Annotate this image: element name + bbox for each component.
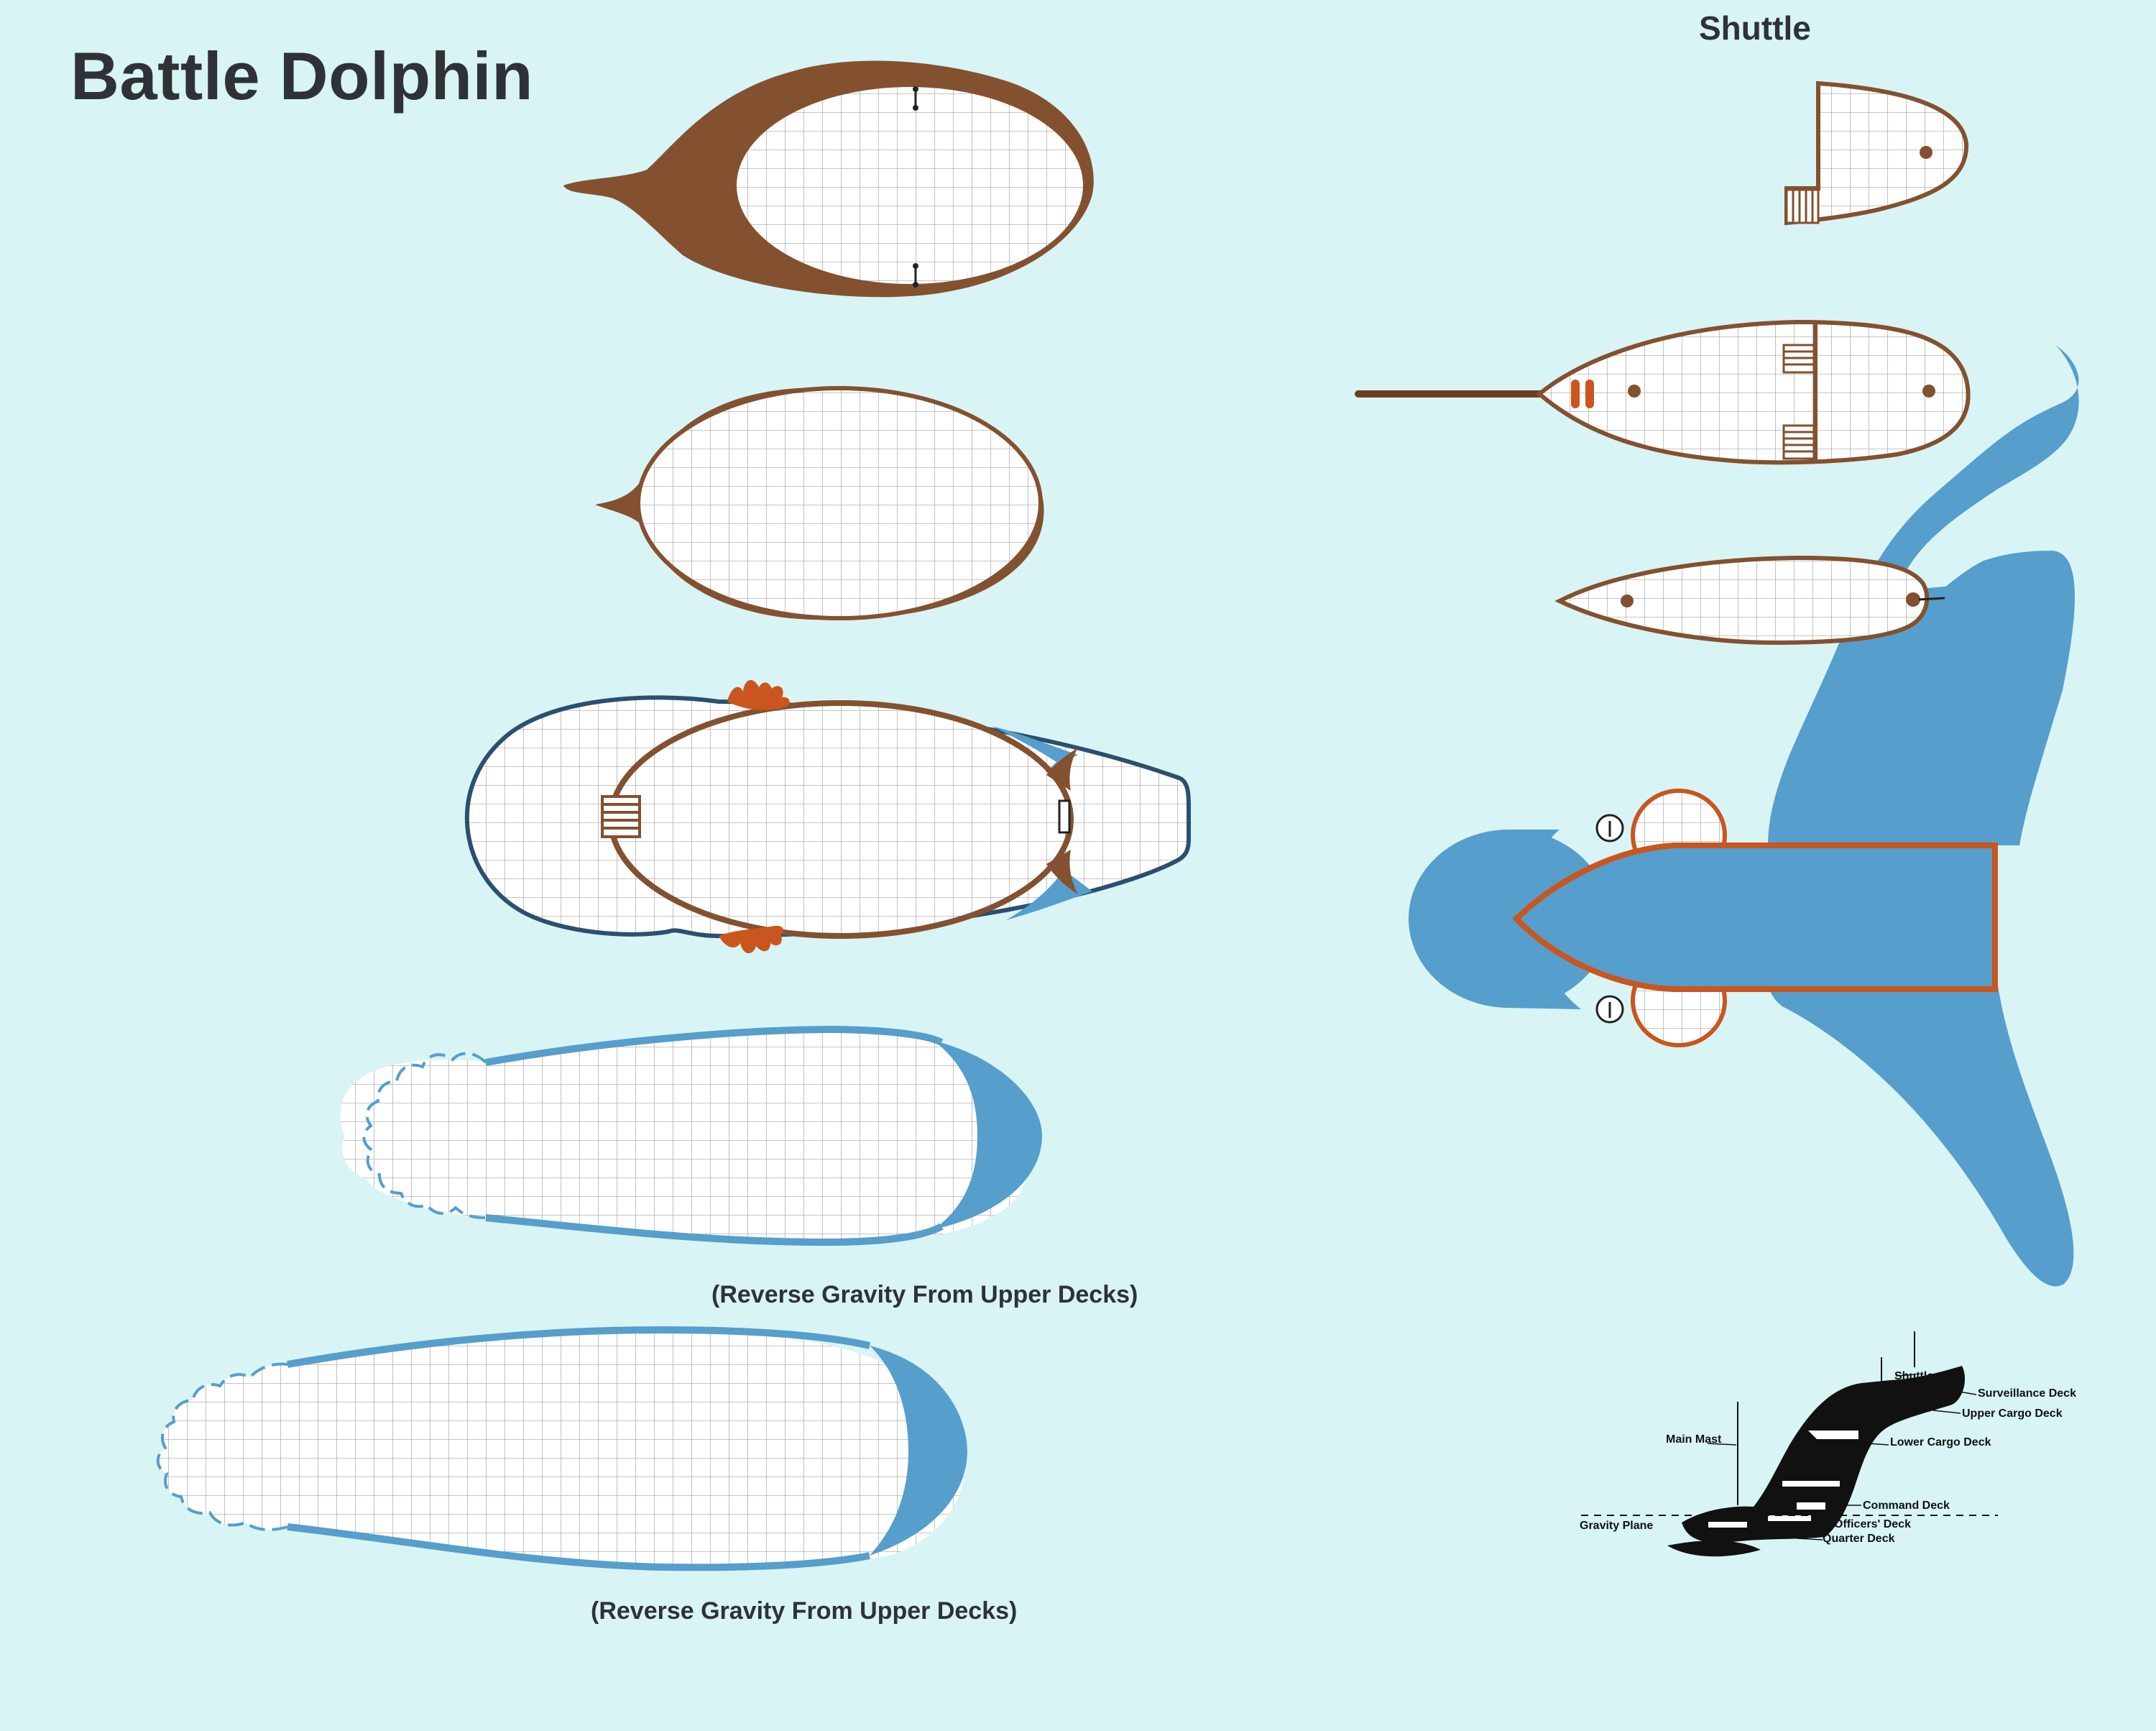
- deck-2-floor: [636, 386, 1043, 620]
- label-lower-cargo-deck: Lower Cargo Deck: [1890, 1436, 1991, 1448]
- shuttle-lower-hull: [1554, 555, 1930, 646]
- label-surveillance-deck: Surveillance Deck: [1978, 1387, 2076, 1400]
- label-quarter-deck: Quarter Deck: [1823, 1533, 1895, 1545]
- deck-1-floor: [732, 83, 1087, 288]
- shuttle-middle-orange-post: [1571, 380, 1594, 408]
- deck-5-upper-rim: [287, 1326, 871, 1368]
- deck-plan-3: [464, 679, 1191, 954]
- fin-ladder-lower: [1595, 995, 1624, 1024]
- deck-5-floor: [157, 1330, 965, 1568]
- side-view-hull: [1682, 1366, 1966, 1543]
- label-gravity-plane: Gravity Plane: [1580, 1520, 1654, 1532]
- deck-3-hatch: [1058, 799, 1071, 834]
- shuttle-middle-mast-aft: [1922, 385, 1935, 398]
- shuttle-middle-hull: [1536, 319, 1971, 465]
- deck-5-blue-nose: [870, 1346, 967, 1556]
- dolphin-tail-fin: [1409, 345, 2079, 1287]
- reverse-gravity-caption-1: (Reverse Gravity From Upper Decks): [711, 1281, 1138, 1308]
- dolphin-snout: [1409, 830, 1610, 1008]
- deck-5-scallops: [156, 1362, 288, 1531]
- shuttle-lower-mast-fore: [1621, 594, 1634, 607]
- shuttle-middle-stair-top: [1782, 344, 1815, 374]
- deck-plan-4: [340, 1025, 1042, 1246]
- shuttle-middle-mast-fore: [1628, 385, 1641, 398]
- shuttle-middle-stair-bottom: [1782, 424, 1815, 460]
- deck-plan-1: [563, 60, 1094, 298]
- deck-3-inner-ellipse: [608, 700, 1074, 939]
- tail-fin-lower: [1768, 985, 2074, 1287]
- label-command-deck: Command Deck: [1863, 1500, 1950, 1512]
- deck-4-upper-rim: [485, 1025, 944, 1066]
- label-main-mast: Main Mast: [1666, 1433, 1722, 1446]
- shuttle-upper-stair: [1785, 188, 1820, 224]
- shuttle-plan-lower: [1554, 555, 1945, 646]
- deck-4-scallops: [362, 1052, 487, 1219]
- deck-3-orange-fin-top: [727, 679, 790, 710]
- shuttle-heading: Shuttle: [1699, 9, 1811, 47]
- deck-3-orange-fin-bottom: [719, 925, 784, 954]
- shuttle-upper-hull: [1784, 81, 1969, 226]
- deck-5-lower-rim: [287, 1523, 870, 1571]
- label-upper-cargo-deck: Upper Cargo Deck: [1962, 1408, 2063, 1420]
- deck-4-blue-nose: [934, 1041, 1042, 1229]
- fin-ladder-upper: [1595, 814, 1624, 842]
- deck-4-lower-rim: [485, 1214, 944, 1246]
- dolphin-body: [1512, 842, 1998, 992]
- side-view-silhouette: [1581, 1331, 1998, 1557]
- deck-3-stair: [601, 795, 641, 838]
- label-officers-deck: Officers' Deck: [1834, 1518, 1911, 1530]
- shuttle-plan-upper: [1784, 81, 1969, 226]
- deck-plan-5: [156, 1326, 967, 1571]
- shuttle-upper-mast: [1920, 146, 1932, 159]
- shuttle-plan-middle: [1355, 319, 1971, 465]
- shuttle-lower-mast-aft: [1906, 592, 1920, 607]
- page-title: Battle Dolphin: [70, 38, 534, 114]
- deck-3-brown-horn-bottom: [1046, 850, 1078, 894]
- reverse-gravity-caption-2: (Reverse Gravity From Upper Decks): [591, 1597, 1018, 1625]
- deck-plan-2: [595, 386, 1044, 620]
- deck-4-floor: [340, 1028, 1028, 1244]
- tail-fin-main: [1768, 551, 2076, 845]
- deck-3-brown-horn-top: [1046, 748, 1078, 791]
